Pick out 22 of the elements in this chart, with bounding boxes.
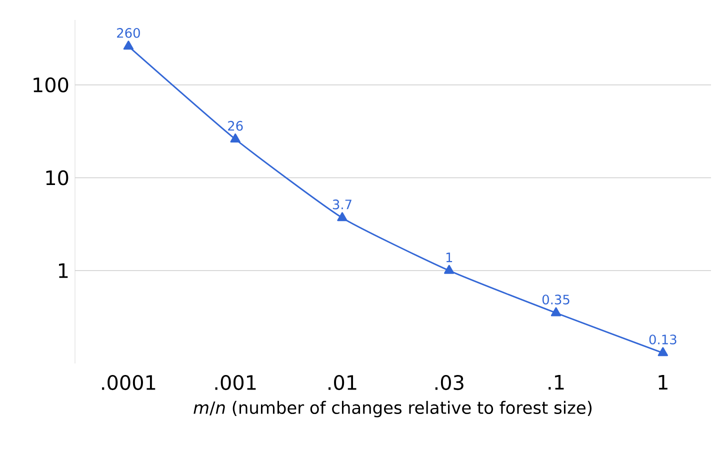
x-tick-label: .03 xyxy=(435,375,464,390)
x-tick-label: .001 xyxy=(215,375,256,390)
data-label: 3.7 xyxy=(332,200,352,210)
x-axis-title: m/n (number of changes relative to forest size) xyxy=(194,400,592,418)
data-label: 1 xyxy=(446,252,452,262)
data-label: 26 xyxy=(228,120,243,131)
x-tick-label: .01 xyxy=(328,375,356,390)
data-label: 260 xyxy=(117,28,140,38)
point xyxy=(337,212,348,222)
x-tick-label: 1 xyxy=(658,375,668,390)
point xyxy=(230,133,240,142)
y-tick-label: 1 xyxy=(59,263,68,278)
data-label: 0.35 xyxy=(542,294,570,304)
x-tick-label: .0001 xyxy=(102,375,156,390)
point xyxy=(550,307,562,316)
y-tick-label: 10 xyxy=(46,170,68,186)
point xyxy=(658,347,668,356)
point xyxy=(444,264,454,274)
x-tick-label: .1 xyxy=(548,375,564,390)
point xyxy=(123,40,134,50)
y-tick-label: 100 xyxy=(34,77,68,92)
data-label: 0.13 xyxy=(649,334,676,344)
